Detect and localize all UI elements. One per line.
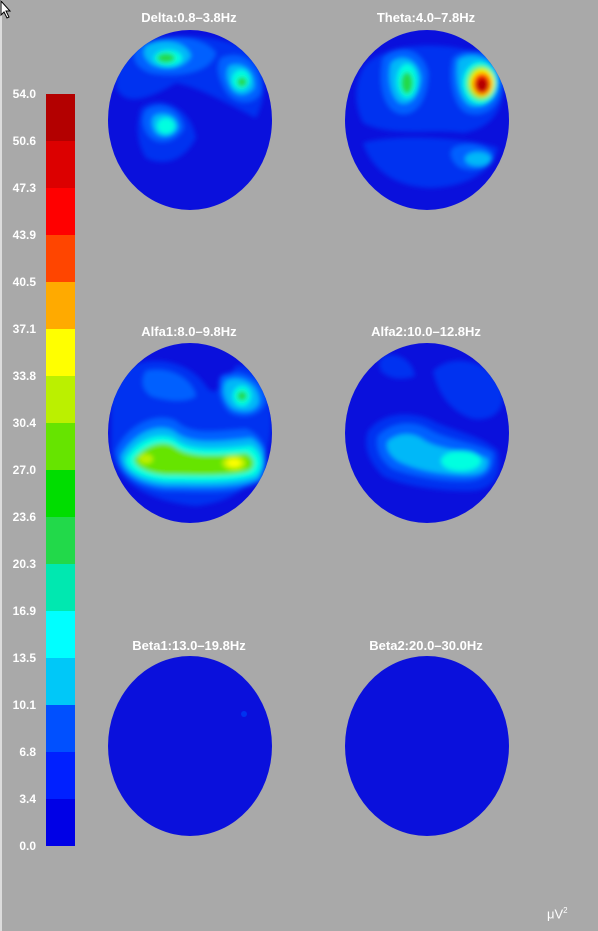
color-scale-tick-label: 33.8 <box>12 369 36 383</box>
topomap-theta <box>345 30 509 210</box>
color-scale-segment <box>46 658 75 706</box>
color-scale-tick-label: 40.5 <box>12 275 36 289</box>
color-scale-tick-label: 50.6 <box>12 134 36 148</box>
color-scale-segment <box>46 470 75 518</box>
color-scale-tick-label: 13.5 <box>12 651 36 665</box>
color-scale-tick-label: 54.0 <box>12 87 36 101</box>
map-title-delta: Delta:0.8–3.8Hz <box>141 10 237 25</box>
color-scale-segment <box>46 329 75 377</box>
color-scale-tick-label: 27.0 <box>12 463 36 477</box>
color-scale-segment <box>46 188 75 236</box>
color-scale-segment <box>46 799 75 846</box>
color-scale-tick-label: 20.3 <box>12 557 36 571</box>
map-title-theta: Theta:4.0–7.8Hz <box>376 10 476 25</box>
map-title-beta1: Beta1:13.0–19.8Hz <box>132 638 246 653</box>
unit-text: μV <box>547 906 564 922</box>
color-scale-segment <box>46 141 75 189</box>
topomap-beta2 <box>345 656 509 836</box>
map-title-alfa2: Alfa2:10.0–12.8Hz <box>371 324 481 339</box>
color-scale-tick-label: 23.6 <box>12 510 36 524</box>
map-title-alfa1: Alfa1:8.0–9.8Hz <box>141 324 237 339</box>
color-scale-segment <box>46 705 75 753</box>
map-title-beta2: Beta2:20.0–30.0Hz <box>369 638 483 653</box>
color-scale-segment <box>46 282 75 330</box>
color-scale-bar <box>46 94 75 846</box>
topomap-delta <box>108 30 272 210</box>
color-scale-segment <box>46 611 75 659</box>
mouse-cursor-icon <box>0 0 12 19</box>
topomap-alfa1 <box>108 343 272 523</box>
color-scale-tick-label: 16.9 <box>12 604 36 618</box>
color-scale-segment <box>46 517 75 565</box>
color-scale-tick-label: 3.4 <box>19 792 36 806</box>
unit-label: μV2 <box>547 906 568 921</box>
color-scale-segment <box>46 423 75 471</box>
color-scale-tick-label: 10.1 <box>12 698 36 712</box>
color-scale-segment <box>46 752 75 800</box>
color-scale-tick-label: 47.3 <box>12 181 36 195</box>
color-scale-tick-label: 0.0 <box>19 839 36 853</box>
color-scale-tick-label: 43.9 <box>12 228 36 242</box>
color-scale-tick-label: 37.1 <box>12 322 36 336</box>
color-scale-tick-label: 6.8 <box>19 745 36 759</box>
topomap-alfa2 <box>345 343 509 523</box>
color-scale-tick-label: 30.4 <box>12 416 36 430</box>
color-scale-segment <box>46 235 75 283</box>
color-scale-segment <box>46 376 75 424</box>
color-scale-segment <box>46 94 75 142</box>
color-scale-segment <box>46 564 75 612</box>
window-left-border <box>0 0 2 931</box>
topomap-beta1 <box>108 656 272 836</box>
unit-superscript: 2 <box>563 906 568 915</box>
